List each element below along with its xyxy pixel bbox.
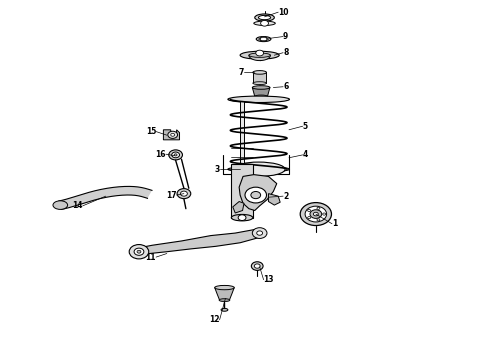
Circle shape <box>317 219 320 221</box>
Polygon shape <box>239 175 277 211</box>
Ellipse shape <box>221 309 228 311</box>
Text: 1: 1 <box>332 219 337 228</box>
Polygon shape <box>253 72 267 83</box>
Text: 3: 3 <box>214 165 220 174</box>
Text: 5: 5 <box>303 122 308 131</box>
Circle shape <box>260 37 267 41</box>
Text: 8: 8 <box>283 48 289 57</box>
Circle shape <box>254 264 260 268</box>
Ellipse shape <box>253 71 267 74</box>
Text: 17: 17 <box>166 190 176 199</box>
Text: 16: 16 <box>155 150 166 159</box>
Circle shape <box>310 210 322 219</box>
Circle shape <box>305 206 327 222</box>
Circle shape <box>177 189 191 199</box>
Polygon shape <box>59 186 152 209</box>
Ellipse shape <box>252 86 270 89</box>
Polygon shape <box>252 87 270 96</box>
Circle shape <box>251 192 261 199</box>
Text: 6: 6 <box>283 82 288 91</box>
Ellipse shape <box>219 299 230 302</box>
Text: 2: 2 <box>283 192 288 201</box>
Text: 14: 14 <box>73 201 83 210</box>
Circle shape <box>323 213 326 215</box>
Polygon shape <box>233 202 244 213</box>
Circle shape <box>137 250 141 253</box>
Ellipse shape <box>53 201 68 210</box>
Circle shape <box>245 187 267 203</box>
Circle shape <box>129 244 149 259</box>
Circle shape <box>308 217 311 219</box>
Polygon shape <box>215 288 234 300</box>
Polygon shape <box>269 194 280 205</box>
Circle shape <box>174 154 177 156</box>
Circle shape <box>317 207 320 210</box>
Polygon shape <box>231 164 253 218</box>
Circle shape <box>300 203 331 226</box>
Ellipse shape <box>254 21 275 26</box>
Ellipse shape <box>228 96 290 103</box>
Ellipse shape <box>258 15 270 20</box>
Ellipse shape <box>256 37 271 41</box>
Ellipse shape <box>240 51 279 59</box>
Ellipse shape <box>255 14 274 21</box>
Ellipse shape <box>249 53 270 57</box>
Circle shape <box>172 152 179 158</box>
Ellipse shape <box>253 82 267 85</box>
Polygon shape <box>134 229 265 255</box>
Circle shape <box>251 262 263 270</box>
Text: 7: 7 <box>239 68 244 77</box>
Text: 12: 12 <box>209 315 220 324</box>
Ellipse shape <box>255 95 268 98</box>
Circle shape <box>171 134 174 136</box>
Text: 9: 9 <box>283 32 288 41</box>
Circle shape <box>169 150 182 160</box>
Polygon shape <box>240 101 244 173</box>
Ellipse shape <box>232 162 285 176</box>
Polygon shape <box>163 130 179 140</box>
Circle shape <box>252 228 267 238</box>
Ellipse shape <box>231 215 253 221</box>
Text: 11: 11 <box>146 253 156 262</box>
Text: 4: 4 <box>303 150 308 159</box>
Circle shape <box>257 231 263 235</box>
Circle shape <box>180 191 187 196</box>
Circle shape <box>168 131 177 138</box>
Circle shape <box>256 50 264 56</box>
Ellipse shape <box>228 166 290 172</box>
Polygon shape <box>249 55 270 60</box>
Circle shape <box>238 215 246 221</box>
Text: 10: 10 <box>278 8 289 17</box>
Ellipse shape <box>215 285 234 290</box>
Circle shape <box>261 21 269 26</box>
Circle shape <box>134 248 144 255</box>
Circle shape <box>308 210 311 212</box>
Text: 13: 13 <box>264 275 274 284</box>
Text: 15: 15 <box>146 127 156 136</box>
Circle shape <box>314 212 318 216</box>
